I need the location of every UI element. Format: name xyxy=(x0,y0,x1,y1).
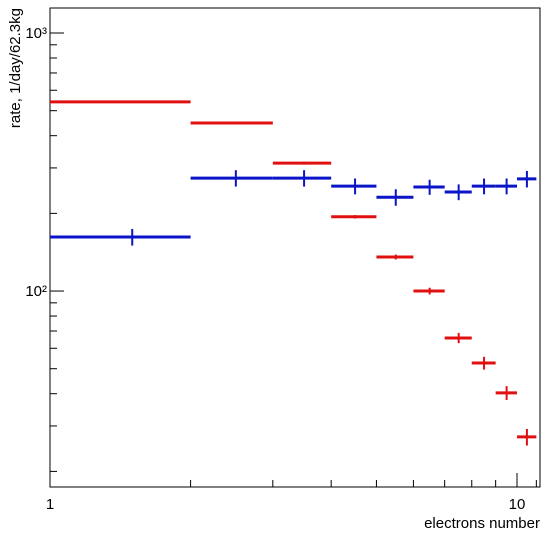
x-tick-label: 1 xyxy=(46,496,54,513)
y-axis-title: rate, 1/day/62.3kg xyxy=(7,8,24,128)
x-tick-label: 10 xyxy=(509,496,526,513)
y-tick-label: 10³ xyxy=(25,25,47,42)
x-axis-title: electrons number xyxy=(424,515,540,532)
plot-frame xyxy=(49,7,541,488)
y-tick-label: 10² xyxy=(25,283,47,300)
